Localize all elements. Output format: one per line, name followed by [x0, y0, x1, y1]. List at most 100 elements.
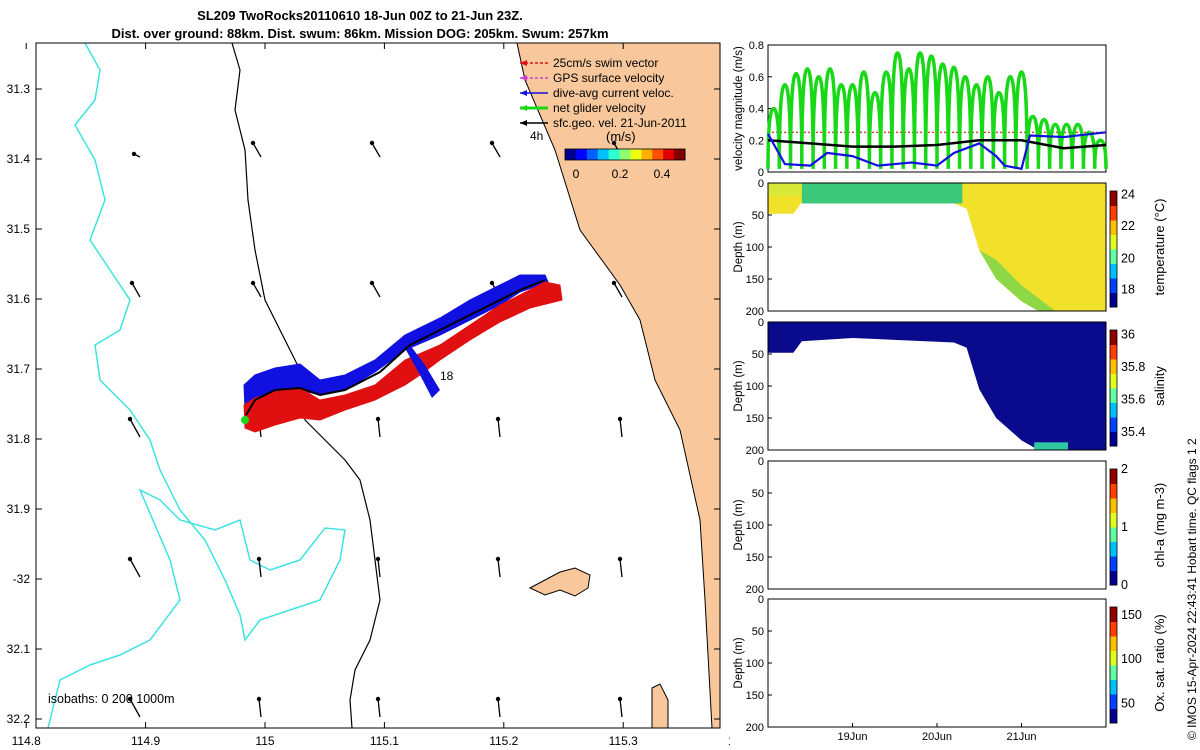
temperature-surface-early — [768, 183, 802, 196]
depth-colorbar-segment — [1110, 220, 1117, 235]
lat-tick-label: 31.5 — [7, 222, 31, 236]
depth-colorbar-segment — [1110, 556, 1117, 571]
geostrophic-arrow — [252, 282, 262, 298]
velocity-ytick-label: 0.2 — [749, 135, 764, 147]
time-scale-label: 4h — [530, 129, 543, 143]
depth-colorbar-tick-label: 24 — [1121, 187, 1135, 201]
geostrophic-arrow-head — [127, 416, 133, 422]
geostrophic-arrow — [619, 698, 623, 718]
lat-tick-label: 31.3 — [7, 82, 31, 96]
colorbar-tick-label: 0.4 — [654, 167, 671, 181]
depth-colorbar-segment — [1110, 388, 1117, 403]
colorbar-segment — [575, 149, 588, 160]
geostrophic-arrow-head — [375, 416, 381, 422]
depth-colorbar-segment — [1110, 541, 1117, 557]
legend-arrowhead — [520, 105, 527, 111]
velocity-ytick-label: 0.4 — [749, 104, 764, 116]
geostrophic-arrow-head — [495, 556, 501, 562]
depth-colorbar-segment — [1110, 665, 1117, 680]
swim-vector-band — [243, 281, 563, 433]
lat-tick-label: 32.1 — [7, 642, 31, 656]
current-vector-spur — [406, 345, 440, 398]
depth-colorbar-segment — [1110, 278, 1117, 293]
geostrophic-arrow — [377, 418, 381, 438]
depth-colorbar-label: temperature (°C) — [1152, 199, 1167, 296]
legend-arrowhead — [520, 90, 527, 96]
depth-colorbar-segment — [1110, 483, 1117, 499]
geostrophic-arrow — [129, 558, 141, 578]
depth-ytick-label: 200 — [746, 584, 764, 596]
geostrophic-arrow-head — [127, 556, 133, 562]
depth-ytick-label: 100 — [746, 381, 764, 393]
colorbar-tick-label: 0 — [573, 167, 580, 181]
depth-ytick-label: 200 — [746, 445, 764, 457]
depth-colorbar-tick-label: 18 — [1121, 283, 1135, 297]
depth-ytick-label: 150 — [746, 690, 764, 702]
timeseries-panels: 0 0.2 0.4 0.6 0.8 velocity magnitude (m/s) 0 50… — [733, 40, 1167, 743]
geostrophic-arrow-head — [256, 696, 262, 702]
lat-tick-label: 31.8 — [7, 432, 31, 446]
lon-tick-label: 114.9 — [131, 734, 160, 748]
depth-colorbar-tick-label: 50 — [1121, 696, 1135, 710]
depth-colorbar-segment — [1110, 402, 1117, 418]
net-velocity-series — [766, 51, 1108, 169]
time-xtick-label: 20Jun — [922, 731, 952, 743]
depth-ytick-label: 100 — [746, 242, 764, 254]
lat-tick-label: 31.6 — [7, 292, 31, 306]
depth-ytick-label: 150 — [746, 413, 764, 425]
lat-tick-label: 31.4 — [7, 152, 31, 166]
velocity-ylabel: velocity magnitude (m/s) — [733, 46, 745, 171]
colorbar-segment — [619, 149, 631, 160]
geostrophic-arrow-head — [489, 280, 495, 286]
geostrophic-arrow-head — [127, 696, 133, 702]
legend-label: sfc.geo. vel. 21-Jun-2011 — [553, 116, 687, 130]
time-xtick-label: 19Jun — [838, 731, 868, 743]
depth-colorbar-tick-label: 100 — [1121, 652, 1142, 666]
depth-colorbar-tick-label: 36 — [1121, 328, 1135, 342]
depth-colorbar-frame — [1109, 468, 1118, 586]
velocity-ytick-label: 0.6 — [749, 72, 764, 84]
colorbar-frame — [564, 148, 686, 161]
depth-colorbar-tick-label: 2 — [1121, 462, 1128, 476]
velocity-ytick-label: 0 — [758, 167, 764, 179]
depth-ytick-label: 150 — [746, 552, 764, 564]
geostrophic-arrow-head — [250, 280, 256, 286]
legend-label: 25cm/s swim vector — [553, 56, 658, 70]
geostrophic-arrow — [129, 698, 141, 718]
geostrophic-arrow-head — [489, 140, 495, 146]
depth-colorbar-segment — [1110, 249, 1117, 264]
geostrophic-arrow — [377, 558, 381, 578]
depth-colorbar-segment — [1110, 498, 1117, 513]
depth-colorbar-tick-label: 35.8 — [1121, 360, 1145, 374]
depth-colorbar-segment — [1110, 527, 1117, 542]
geostrophic-arrow-head — [495, 416, 501, 422]
depth-ytick-label: 0 — [758, 456, 764, 468]
depth-ytick-label: 200 — [746, 722, 764, 734]
geostrophic-arrow-head — [611, 280, 617, 286]
colorbar-segment — [608, 149, 621, 160]
depth-colorbar-segment — [1110, 330, 1117, 345]
geostrophic-arrow — [497, 558, 501, 578]
geostrophic-arrow-head — [256, 556, 262, 562]
depth-colorbar-segment — [1110, 191, 1117, 206]
depth-colorbar-frame — [1109, 329, 1118, 447]
geostrophic-arrow — [129, 418, 141, 438]
colorbar-tick-label: 0.2 — [612, 167, 629, 181]
geostrophic-arrow — [619, 418, 623, 438]
depth-ytick-label: 100 — [746, 520, 764, 532]
depth-ytick-label: 150 — [746, 274, 764, 286]
depth-ytick-label: 50 — [752, 626, 764, 638]
depth-ytick-label: 0 — [758, 317, 764, 329]
lon-tick-label: 115.4 — [728, 734, 730, 748]
geostrophic-arrow — [371, 142, 381, 158]
depth-colorbar-segment — [1110, 431, 1117, 447]
depth-axes-bg — [768, 461, 1106, 589]
lon-tick-label: 115 — [255, 734, 274, 748]
depth-colorbar-segment — [1110, 650, 1117, 666]
geostrophic-arrow-head — [611, 140, 617, 146]
geostrophic-arrow-head — [369, 280, 375, 286]
geostrophic-arrow — [497, 698, 501, 718]
depth-colorbar-segment — [1110, 636, 1117, 651]
depth-colorbar-segment — [1110, 263, 1117, 279]
lon-tick-label: 115.2 — [489, 734, 518, 748]
